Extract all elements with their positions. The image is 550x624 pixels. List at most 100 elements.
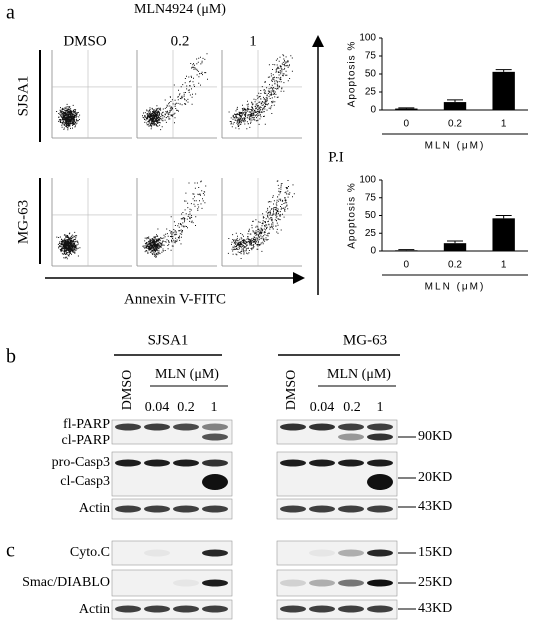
blot-strip	[111, 599, 233, 620]
blot-band	[338, 423, 364, 431]
blot-strip	[276, 569, 398, 597]
dose: 1	[377, 400, 384, 415]
y-axis-label: Apoptosis %	[347, 182, 358, 249]
bar	[395, 108, 418, 110]
error-bar	[447, 240, 463, 244]
blot-band	[280, 459, 306, 467]
blot-band	[367, 579, 393, 587]
blot-band	[173, 605, 199, 613]
flow-plot	[221, 178, 302, 267]
blot-strip	[276, 419, 398, 445]
cell-line: SJSA1	[148, 332, 189, 348]
y-tick-label: 75	[365, 51, 377, 62]
y-tick-label: 0	[370, 105, 376, 116]
x-tick-label: 0.2	[448, 119, 462, 130]
blot-band	[367, 605, 393, 613]
blot-band	[115, 423, 141, 431]
y-axis-label: Apoptosis %	[347, 41, 358, 108]
blot-band	[309, 505, 335, 513]
axis-label: P.I	[328, 149, 343, 165]
y-tick-label: 75	[365, 192, 377, 203]
blot-band	[367, 423, 393, 431]
bar	[443, 102, 467, 110]
row-label: Actin	[79, 501, 110, 516]
x-tick-label: 1	[501, 119, 507, 130]
blot-band	[338, 433, 364, 441]
blot-band	[144, 605, 170, 613]
size-label: 43KD	[418, 601, 452, 616]
cell-dots	[227, 180, 295, 259]
blot-band	[144, 549, 170, 557]
panel-label: b	[6, 346, 16, 368]
x-axis-label: MLN (μM)	[425, 141, 486, 152]
y-tick-label: 25	[365, 87, 377, 98]
flow-plot	[221, 50, 302, 139]
blot-band	[280, 605, 306, 613]
panel-title: MLN4924 (μM)	[134, 2, 226, 17]
row-label: pro-Casp3	[52, 455, 110, 470]
blot-band	[309, 423, 335, 431]
blot-band	[280, 579, 306, 587]
blot-strip	[111, 498, 233, 520]
blot-bg	[111, 498, 233, 520]
y-tick-label: 100	[359, 175, 376, 186]
blot-band	[115, 505, 141, 513]
x-tick-label: 0.2	[448, 260, 462, 271]
flow-plot	[51, 178, 132, 267]
cell-dots	[142, 53, 208, 131]
x-tick-label: 0	[404, 119, 410, 130]
blot-strip	[111, 569, 233, 597]
dose: 0.04	[310, 400, 335, 415]
blot-strip	[111, 540, 233, 566]
blots	[111, 419, 398, 620]
flow-plots	[51, 50, 302, 267]
blot-band	[144, 459, 170, 467]
dose: 0.2	[177, 400, 195, 415]
row-label: SJSA1	[15, 76, 31, 117]
x-tick-label: 1	[501, 260, 507, 271]
treatment: MLN (μM)	[327, 367, 391, 382]
cell-line: MG-63	[343, 332, 387, 348]
size-label: 15KD	[418, 545, 452, 560]
flow-plot	[51, 50, 132, 139]
blot-band	[202, 579, 228, 587]
blot-band	[338, 459, 364, 467]
flow-plot	[136, 178, 217, 267]
size-label: 90KD	[418, 429, 452, 444]
x-tick-label: 0	[404, 260, 410, 271]
y-tick-label: 25	[365, 228, 377, 239]
error-bar	[398, 107, 415, 109]
y-tick-label: 50	[365, 69, 377, 80]
blot-band	[280, 505, 306, 513]
blot-band	[309, 549, 335, 557]
blot-band	[367, 459, 393, 467]
blot-band	[367, 474, 393, 490]
blot-band	[202, 549, 228, 557]
blot-band	[173, 423, 199, 431]
bar	[443, 243, 467, 251]
size-label: 25KD	[418, 575, 452, 590]
bar	[492, 71, 515, 110]
blot-band	[202, 459, 228, 467]
blot-band	[202, 474, 228, 490]
blot-band	[338, 605, 364, 613]
x-axis-label: MLN (μM)	[425, 282, 486, 293]
bar	[492, 218, 515, 251]
blot-band	[338, 505, 364, 513]
blot-band	[115, 459, 141, 467]
cell-dots	[228, 54, 293, 130]
error-bar	[495, 69, 512, 72]
treatment: MLN (μM)	[155, 367, 219, 382]
blot-band	[367, 549, 393, 557]
column-label: DMSO	[63, 33, 107, 49]
cell-dots	[142, 180, 207, 258]
panel-label: a	[6, 2, 15, 24]
error-bar	[495, 215, 512, 219]
blot-bg	[276, 498, 398, 520]
blot-band	[115, 605, 141, 613]
row-label: cl-Casp3	[60, 474, 110, 489]
blot-band	[309, 579, 335, 587]
dose: 0.04	[145, 400, 170, 415]
